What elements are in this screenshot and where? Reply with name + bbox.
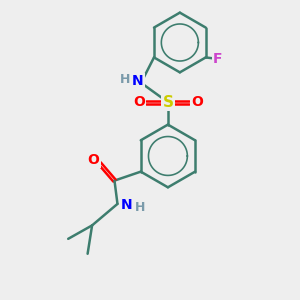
Text: H: H — [120, 73, 131, 86]
Text: O: O — [133, 95, 145, 109]
Text: N: N — [132, 74, 144, 88]
Text: F: F — [213, 52, 222, 66]
Text: H: H — [135, 201, 145, 214]
Text: N: N — [121, 198, 133, 212]
Text: O: O — [191, 95, 203, 109]
Text: S: S — [162, 95, 173, 110]
Text: O: O — [88, 153, 100, 167]
